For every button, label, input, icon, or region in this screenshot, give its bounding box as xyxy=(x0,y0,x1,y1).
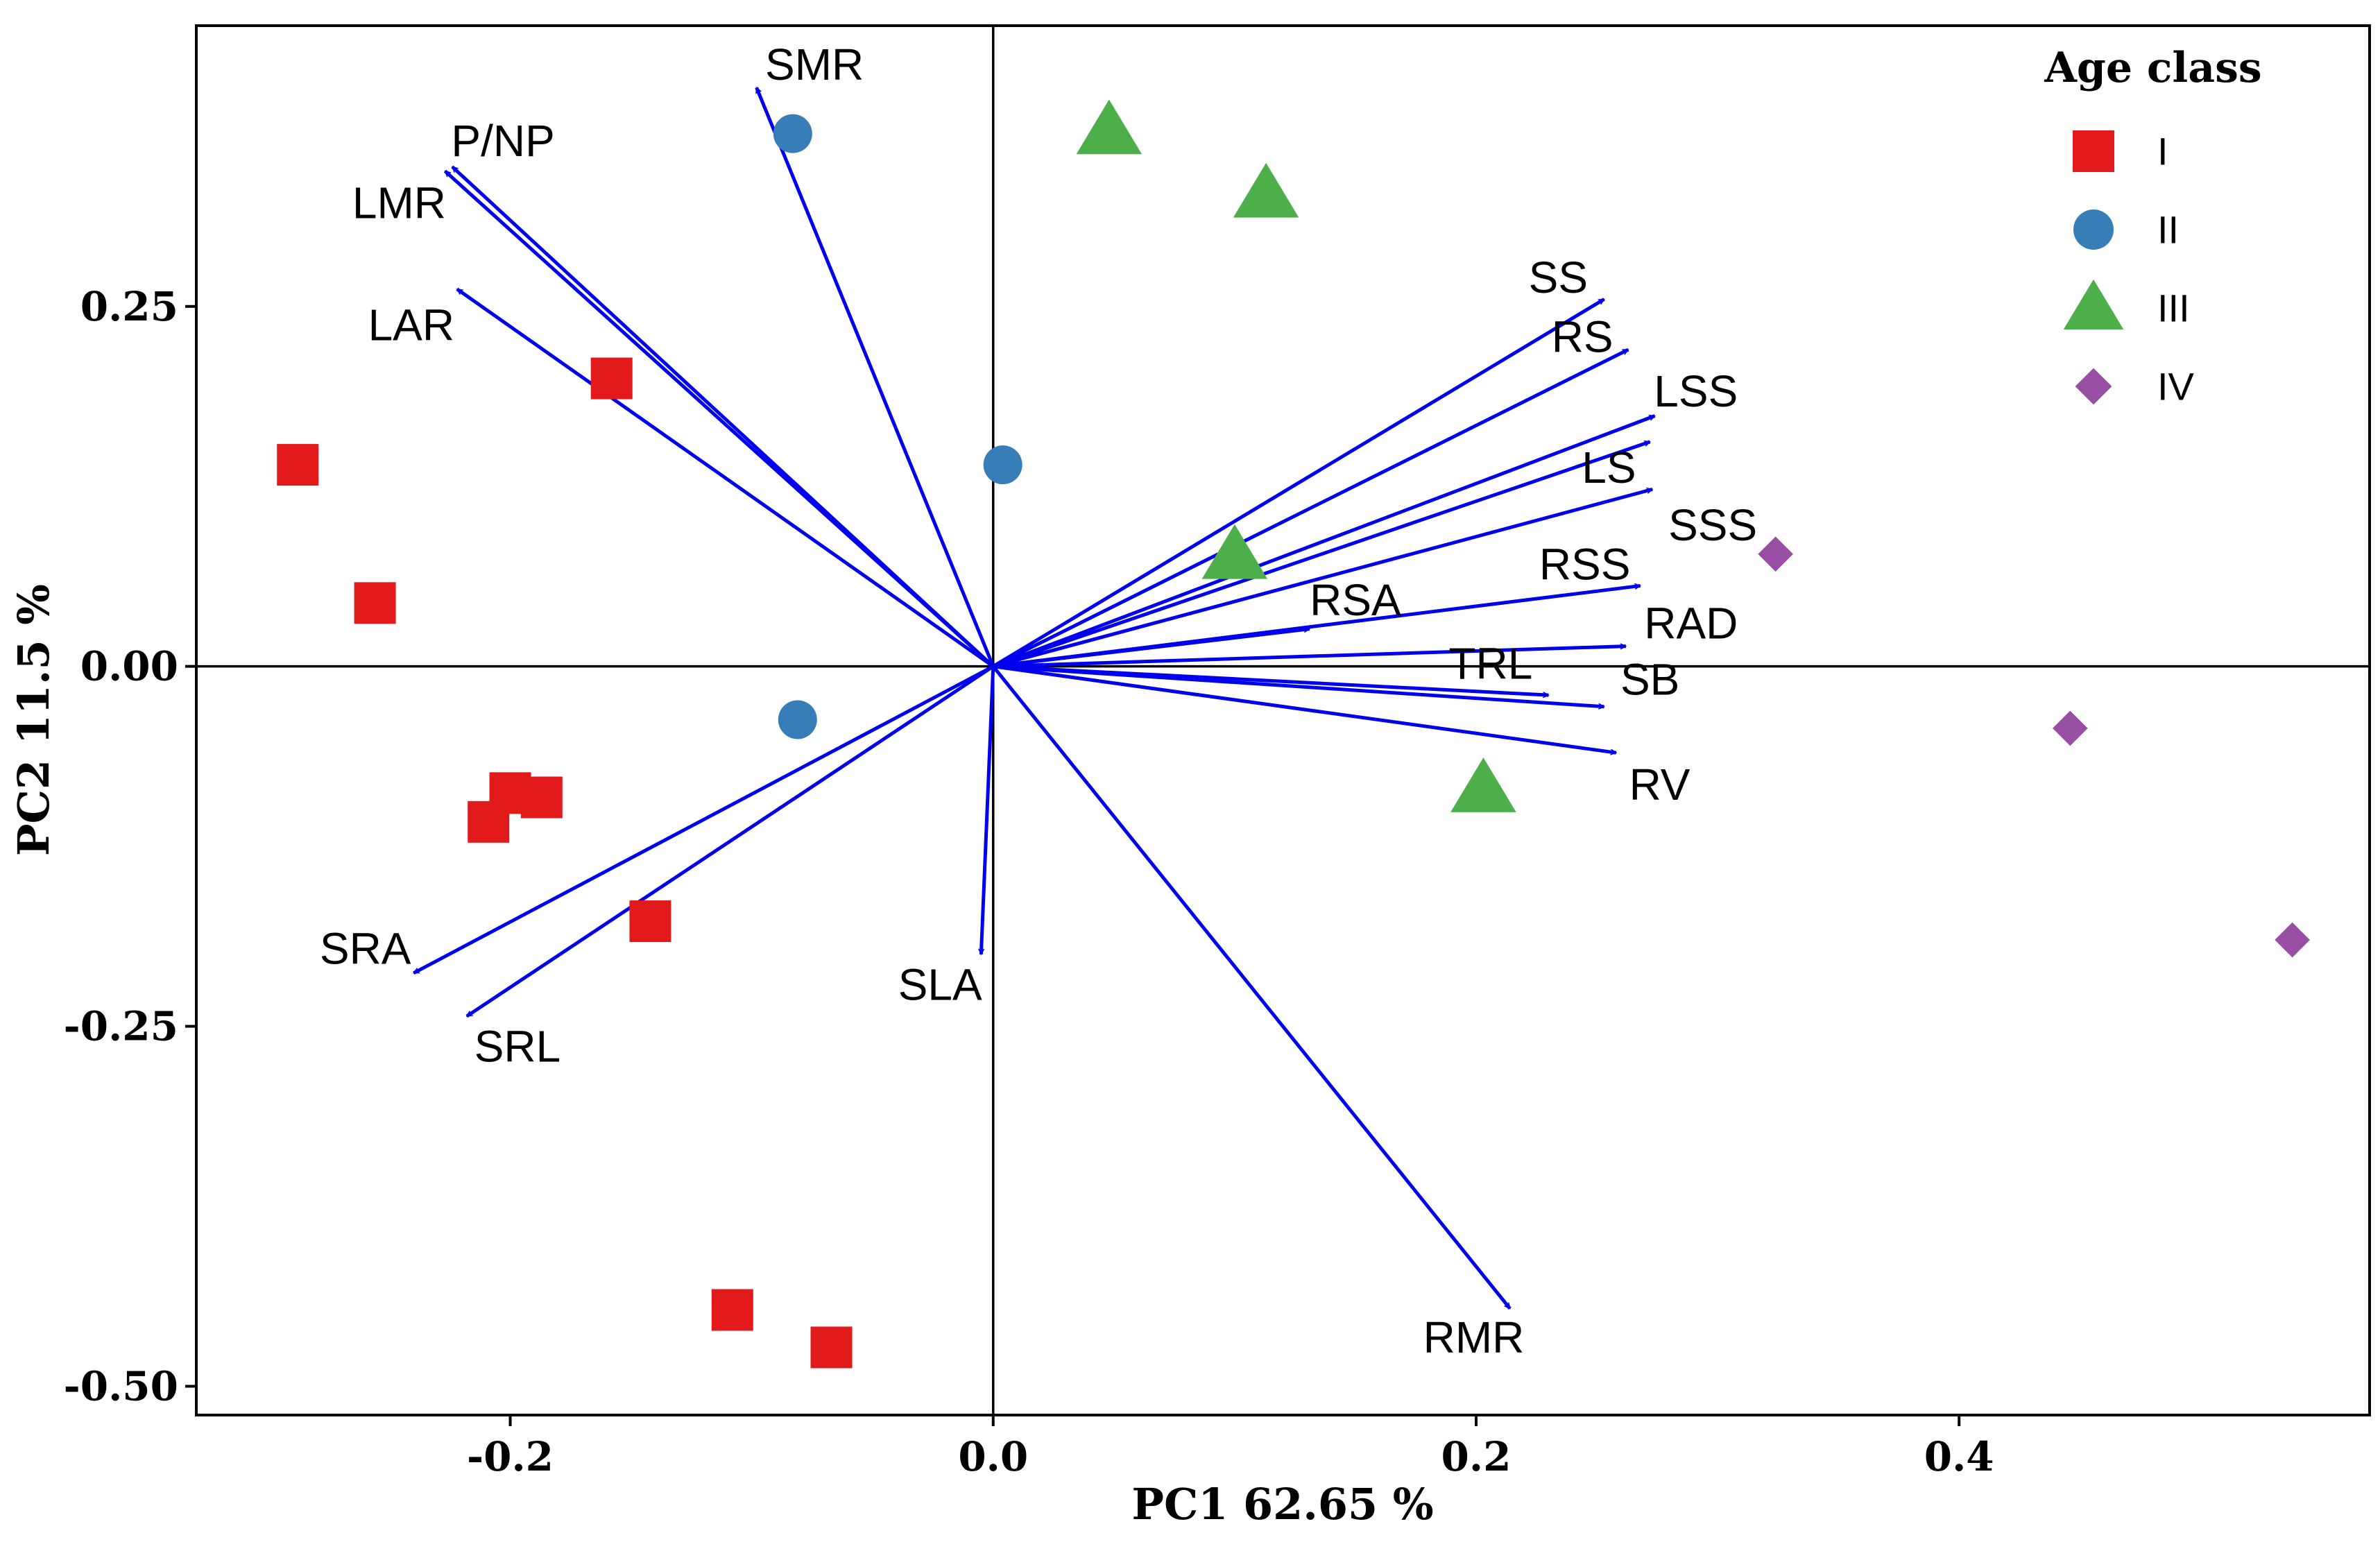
x-tick-label: -0.2 xyxy=(467,1433,554,1480)
loading-label-rs: RS xyxy=(1552,311,1613,361)
point-group-i xyxy=(520,776,563,819)
loading-arrow-smr xyxy=(755,87,995,667)
x-axis-title: PC1 62.65 % xyxy=(1131,1479,1433,1530)
legend-key-ii xyxy=(2073,209,2114,250)
loading-arrow-sla xyxy=(981,666,995,954)
loading-label-rss: RSS xyxy=(1539,539,1631,589)
x-tick-label: 0.0 xyxy=(958,1433,1028,1480)
loading-arrow-sra xyxy=(413,665,994,975)
loading-arrow-ss xyxy=(992,298,1604,668)
loading-label-rv: RV xyxy=(1629,760,1690,809)
loading-label-trl: TRL xyxy=(1448,639,1532,689)
loading-label-sss: SSS xyxy=(1668,500,1757,550)
loading-label-srl: SRL xyxy=(474,1022,561,1072)
loading-label-sb: SB xyxy=(1620,654,1679,704)
point-group-iv xyxy=(2275,922,2310,958)
loading-arrow-rs xyxy=(992,348,1629,668)
legend-label-ii: II xyxy=(2157,208,2179,252)
y-axis-title: PC2 11.5 % xyxy=(8,584,59,856)
point-group-iii xyxy=(1076,99,1142,155)
loading-arrow-srl xyxy=(465,665,995,1018)
point-group-i xyxy=(711,1289,753,1331)
loading-label-rmr: RMR xyxy=(1423,1312,1525,1362)
loading-arrow-rmr xyxy=(991,665,1512,1310)
loading-label-sra: SRA xyxy=(320,923,411,973)
loading-label-rsa: RSA xyxy=(1310,575,1401,625)
loading-label-sla: SLA xyxy=(898,959,982,1009)
point-group-i xyxy=(590,357,633,400)
loading-label-rad: RAD xyxy=(1644,598,1738,648)
y-tick-label: -0.50 xyxy=(64,1362,178,1410)
point-group-iii xyxy=(1450,757,1516,812)
x-axis: -0.2 0.0 0.2 0.4 xyxy=(467,1415,1994,1480)
legend-title: Age class xyxy=(2044,44,2261,92)
y-tick-label: -0.25 xyxy=(64,1003,178,1050)
loading-label-lar: LAR xyxy=(368,300,455,350)
loading-arrow-sb xyxy=(993,665,1604,707)
loading-arrow-rad xyxy=(993,646,1626,669)
loading-label-lmr: LMR xyxy=(352,178,446,228)
loading-label-ss: SS xyxy=(1529,252,1588,302)
legend-label-i: I xyxy=(2157,130,2168,173)
loading-arrow-lmr xyxy=(443,169,995,668)
loading-arrow-ls xyxy=(992,440,1650,669)
point-group-ii xyxy=(773,114,812,153)
point-group-iv xyxy=(2053,710,2088,746)
legend-key-iv xyxy=(2075,368,2112,405)
point-group-i xyxy=(468,800,510,843)
loading-arrow-rsa xyxy=(993,629,1310,669)
point-group-i xyxy=(629,900,671,943)
loading-arrow-lar xyxy=(456,287,995,668)
loading-label-ls: LS xyxy=(1582,443,1636,492)
loading-arrow-lss xyxy=(992,414,1655,669)
y-tick-label: 0.25 xyxy=(80,283,178,330)
legend-key-i xyxy=(2073,130,2114,172)
loading-label-lss: LSS xyxy=(1654,366,1738,416)
legend-label-iii: III xyxy=(2157,286,2190,330)
reference-lines xyxy=(196,26,2370,1415)
loading-label-p-np: P/NP xyxy=(451,116,554,166)
point-group-ii xyxy=(778,700,817,739)
loading-arrow-rv xyxy=(993,665,1616,753)
point-group-i xyxy=(277,444,319,486)
y-tick-label: 0.00 xyxy=(80,643,178,690)
legend-label-iv: IV xyxy=(2157,365,2195,409)
y-axis: -0.50 -0.25 0.00 0.25 xyxy=(64,283,196,1410)
plot-panel xyxy=(195,24,2371,1416)
point-group-iii xyxy=(1201,524,1268,579)
observation-points xyxy=(277,99,2310,1369)
point-group-ii xyxy=(983,445,1022,485)
loading-label-smr: SMR xyxy=(765,40,864,89)
x-tick-label: 0.2 xyxy=(1441,1433,1512,1480)
point-group-i xyxy=(810,1326,853,1369)
loading-arrows xyxy=(413,87,1655,1310)
x-tick-label: 0.4 xyxy=(1924,1433,1994,1480)
legend-key-iii xyxy=(2063,279,2124,329)
point-group-iv xyxy=(1758,536,1793,572)
loading-arrow-sss xyxy=(993,489,1652,669)
point-group-iii xyxy=(1233,162,1299,218)
point-group-i xyxy=(354,582,396,624)
